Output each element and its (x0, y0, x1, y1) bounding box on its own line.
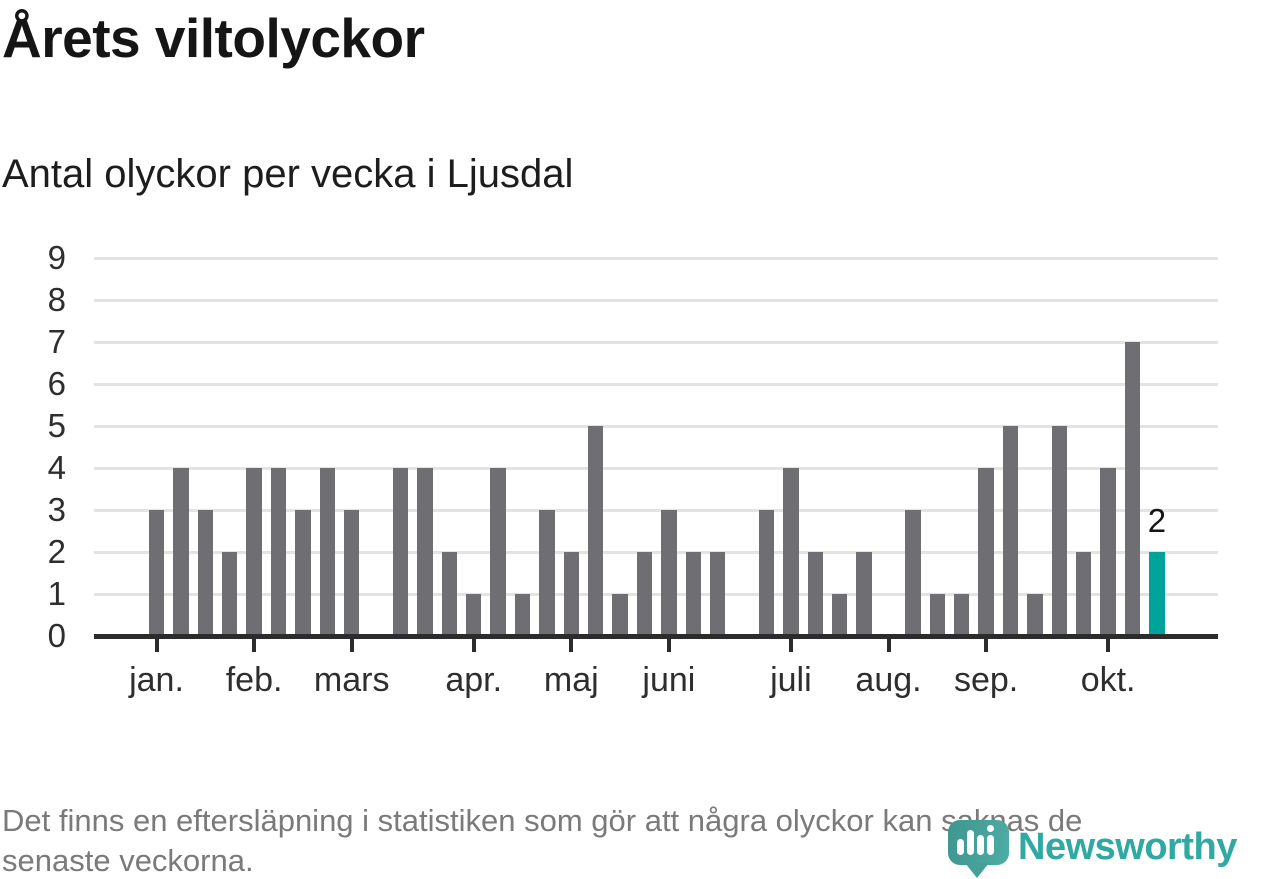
logo-bar-1 (957, 839, 964, 855)
y-axis-label-5: 5 (47, 407, 66, 444)
month-label-apr: apr. (445, 661, 503, 699)
bar-week-23 (685, 552, 702, 636)
bar-week-39 (1075, 552, 1092, 636)
bar-week-35 (978, 468, 994, 636)
month-tick-maj (569, 639, 574, 652)
bar-week-28 (807, 552, 824, 636)
y-axis-label-6: 6 (47, 365, 66, 402)
bar-week-19 (587, 426, 604, 636)
bar-week-24 (709, 552, 726, 636)
newsworthy-logo-icon (948, 820, 1010, 879)
gridline-3 (94, 509, 1218, 512)
month-label-maj: maj (543, 661, 599, 699)
weekly-accidents-bar-chart: 0 1 2 3 4 5 6 7 8 9 jan. feb. mars apr. maj juni juli aug… (47, 239, 1218, 699)
bar-week-7 (295, 510, 311, 636)
gridline-2 (94, 551, 1218, 554)
bar-week-38 (1051, 426, 1068, 636)
gridline-5 (94, 425, 1218, 428)
month-tick-feb (252, 639, 257, 652)
y-axis-label-7: 7 (47, 323, 66, 360)
logo-exclamation-bar (987, 835, 994, 855)
bar-week-13 (441, 552, 458, 636)
bar-week-22 (661, 510, 677, 636)
bar-week-5 (246, 468, 262, 636)
y-axis-label-9: 9 (47, 239, 66, 276)
month-label-aug: aug. (855, 661, 922, 699)
month-tick-sep (984, 639, 989, 652)
bar-week-37 (1027, 594, 1043, 636)
y-axis-label-4: 4 (47, 449, 66, 486)
bar-week-20 (612, 594, 628, 636)
last-value-label: 2 (1147, 502, 1167, 539)
footnote-line-1: Det finns en eftersläpning i statistiken… (2, 803, 1083, 838)
bar-week-42-highlighted (1149, 552, 1165, 636)
bar-week-26 (758, 510, 775, 636)
month-label-sep: sep. (953, 661, 1019, 699)
bar-week-12 (417, 468, 433, 636)
bar-week-8 (319, 468, 336, 636)
bar-week-41 (1124, 342, 1141, 636)
month-tick-jan (154, 639, 159, 652)
speech-bubble-tail (965, 863, 989, 878)
month-label-feb: feb. (225, 661, 283, 699)
y-axis-label-2: 2 (47, 533, 66, 570)
month-tick-apr (471, 639, 476, 652)
bar-week-1 (148, 510, 165, 636)
y-axis-label-3: 3 (47, 491, 66, 528)
logo-exclamation-dot (987, 825, 994, 832)
bar-week-11 (392, 468, 409, 636)
month-tick-aug (886, 639, 891, 652)
footnote-line-2: senaste veckorna. (2, 843, 254, 878)
bar-week-14 (465, 594, 482, 636)
month-tick-juni (666, 639, 671, 652)
bar-week-17 (539, 510, 555, 636)
bar-week-18 (563, 552, 580, 636)
bar-week-6 (270, 468, 287, 636)
bar-week-9 (343, 510, 360, 636)
bar-week-34 (953, 594, 970, 636)
gridline-1 (94, 593, 1218, 596)
month-label-jan: jan. (129, 661, 184, 699)
logo-bar-3 (977, 835, 984, 855)
month-label-juni: juni (642, 661, 696, 699)
gridline-7 (94, 341, 1218, 344)
gridline-4 (94, 467, 1218, 470)
bar-week-33 (929, 594, 946, 636)
bar-week-4 (221, 552, 238, 636)
y-axis-label-0: 0 (47, 617, 66, 654)
bar-week-36 (1002, 426, 1019, 636)
bar-week-29 (831, 594, 848, 636)
bar-week-40 (1100, 468, 1116, 636)
x-axis-line (94, 634, 1218, 639)
newsworthy-wordmark: Newsworthy (1018, 826, 1237, 868)
month-label-juli: juli (770, 661, 812, 699)
bar-week-32 (905, 510, 921, 636)
footnote: Det finns en eftersläpning i statistiken… (2, 801, 1082, 879)
bar-week-16 (514, 594, 531, 636)
bar-week-27 (783, 468, 799, 636)
chart-subtitle: Antal olyckor per vecka i Ljusdal (2, 152, 574, 196)
gridline-6 (94, 383, 1218, 386)
month-tick-okt (1106, 639, 1111, 652)
bar-week-30 (856, 552, 872, 636)
gridline-9 (94, 257, 1218, 260)
bar-week-2 (173, 468, 189, 636)
month-label-mars: mars (313, 661, 390, 699)
month-tick-mars (349, 639, 354, 652)
bar-week-3 (197, 510, 214, 636)
bar-week-21 (636, 552, 653, 636)
logo-bar-2 (967, 830, 974, 855)
y-axis-label-1: 1 (47, 575, 66, 612)
y-axis-label-8: 8 (47, 281, 66, 318)
month-tick-juli (788, 639, 793, 652)
gridline-8 (94, 299, 1218, 302)
bar-week-15 (490, 468, 506, 636)
month-label-okt: okt. (1080, 661, 1136, 699)
chart-title: Årets viltolyckor (2, 7, 425, 69)
